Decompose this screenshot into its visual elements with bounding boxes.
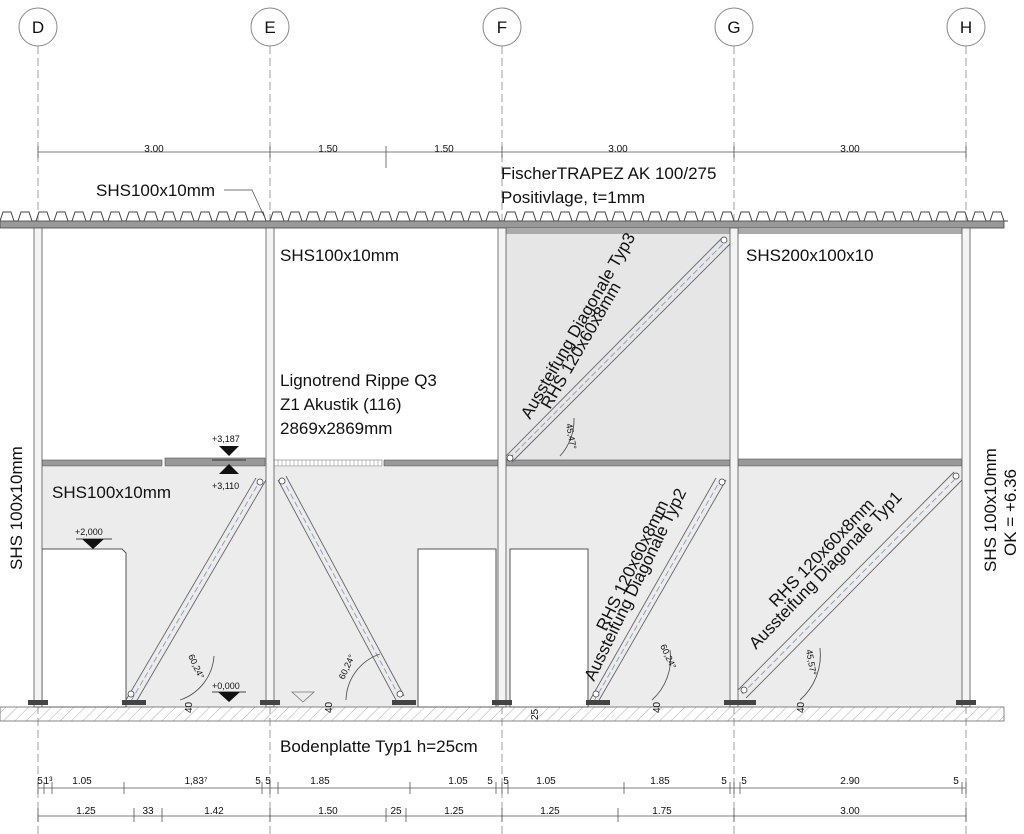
axis-label-h: H bbox=[960, 18, 972, 37]
level-0000: +0,000 bbox=[212, 681, 240, 691]
level-3187: +3,187 bbox=[212, 434, 240, 444]
dim-bottom-2-2: 1.42 bbox=[204, 806, 224, 817]
roof-deck-label-2: Positivlage, t=1mm bbox=[501, 188, 645, 207]
angle-label-5: 45,57° bbox=[804, 649, 818, 677]
diagonal-typ2 bbox=[589, 477, 727, 703]
rippe-label-3: 2869x2869mm bbox=[280, 419, 392, 438]
bracing-diagonals bbox=[125, 237, 963, 703]
rippe-label-1: Lignotrend Rippe Q3 bbox=[280, 371, 437, 390]
dim-40-a: 40 bbox=[184, 701, 195, 713]
shs-left-mid-label: SHS100x10mm bbox=[52, 483, 171, 502]
dim-bottom-1-13: 5 bbox=[741, 776, 747, 787]
infill-panels bbox=[40, 234, 964, 708]
dim-bottom-1-8: 5 bbox=[487, 776, 493, 787]
dim-bottom-2-1: 33 bbox=[142, 806, 154, 817]
diagonal-typ1 bbox=[737, 471, 963, 699]
dim-bottom-2-0: 1.25 bbox=[76, 806, 96, 817]
dim-bottom-2-7: 1.75 bbox=[652, 806, 672, 817]
axis-label-e: E bbox=[264, 18, 275, 37]
dim-bottom-1-6: 1.85 bbox=[310, 776, 330, 787]
dim-40-d: 40 bbox=[796, 701, 807, 713]
dim-bottom-1-3: 1,83⁷ bbox=[184, 776, 207, 787]
dim-top-1: 3.00 bbox=[144, 144, 164, 155]
grid-axis-bubbles: D E F G H bbox=[18, 7, 986, 47]
diagonal-typ3 bbox=[505, 237, 731, 463]
dim-bottom-2-6: 1.25 bbox=[540, 806, 560, 817]
level-3110: +3,110 bbox=[212, 481, 239, 491]
axis-label-f: F bbox=[497, 18, 507, 37]
shs-left-vertical-label: SHS 100x10mm bbox=[7, 446, 26, 570]
dim-top-3: 1.50 bbox=[434, 144, 454, 155]
dim-top-2: 1.50 bbox=[318, 144, 338, 155]
top-dimension-chain: 3.00 1.50 1.50 3.00 3.00 bbox=[37, 144, 967, 168]
dim-bottom-1-5: 5 bbox=[265, 776, 271, 787]
base-slab bbox=[0, 691, 1005, 722]
level-2000: +2,000 bbox=[75, 527, 103, 537]
leader-lines bbox=[224, 189, 265, 217]
dim-bottom-2-5: 1.25 bbox=[444, 806, 464, 817]
dim-bottom-1-10: 1.05 bbox=[536, 776, 556, 787]
dim-top-5: 3.00 bbox=[840, 144, 860, 155]
ok-level-label: OK = +6.36 bbox=[1001, 469, 1020, 556]
dim-bottom-1-9: 5 bbox=[503, 776, 509, 787]
pin-joints bbox=[127, 236, 960, 698]
dim-top-4: 3.00 bbox=[608, 144, 628, 155]
dim-bottom-2-3: 1.50 bbox=[318, 806, 338, 817]
roof-deck-label-1: FischerTRAPEZ AK 100/275 bbox=[501, 164, 716, 183]
level-markers: +3,187 +3,110 +2,000 +0,000 bbox=[75, 434, 246, 702]
diagonal-e-left bbox=[125, 477, 267, 703]
shs-g-top-label: SHS200x100x10 bbox=[746, 246, 874, 265]
axis-label-g: G bbox=[727, 18, 740, 37]
rippe-label-2: Z1 Akustik (116) bbox=[280, 395, 402, 414]
dim-bottom-1-4: 5 bbox=[255, 776, 261, 787]
dim-bottom-1-1: 1³ bbox=[44, 776, 54, 787]
dim-bottom-2-8: 3.00 bbox=[840, 806, 860, 817]
dim-40-c: 40 bbox=[652, 701, 663, 713]
dim-bottom-1-2: 1.05 bbox=[72, 776, 92, 787]
diagonal-e-right bbox=[277, 475, 405, 701]
dim-40-b: 40 bbox=[324, 701, 335, 713]
shs-right-vertical-label: SHS 100x10mm bbox=[981, 448, 1000, 572]
dim-bottom-1-15: 5 bbox=[953, 776, 959, 787]
angle-label-3: 45,47° bbox=[564, 423, 578, 451]
dim-bottom-2-4: 25 bbox=[390, 806, 402, 817]
dim-25-slab: 25 bbox=[530, 708, 541, 720]
dim-bottom-1-7: 1.05 bbox=[448, 776, 468, 787]
mid-level-beam bbox=[39, 457, 965, 467]
base-slab-label: Bodenplatte Typ1 h=25cm bbox=[280, 737, 478, 756]
dim-bottom-1-12: 5 bbox=[721, 776, 727, 787]
dim-bottom-1-0: 5 bbox=[37, 776, 43, 787]
axis-label-d: D bbox=[32, 18, 44, 37]
dim-bottom-1-11: 1.85 bbox=[650, 776, 670, 787]
shs-e-top-label: SHS100x10mm bbox=[280, 246, 399, 265]
bottom-dimension-chains: 5 1³ 1.05 1,83⁷ 5 5 1.85 1.05 5 5 1.05 1.85 5 5 2.90 5 … bbox=[37, 776, 967, 822]
shs-top-left-label: SHS100x10mm bbox=[96, 181, 215, 200]
dim-bottom-1-14: 2.90 bbox=[840, 776, 860, 787]
